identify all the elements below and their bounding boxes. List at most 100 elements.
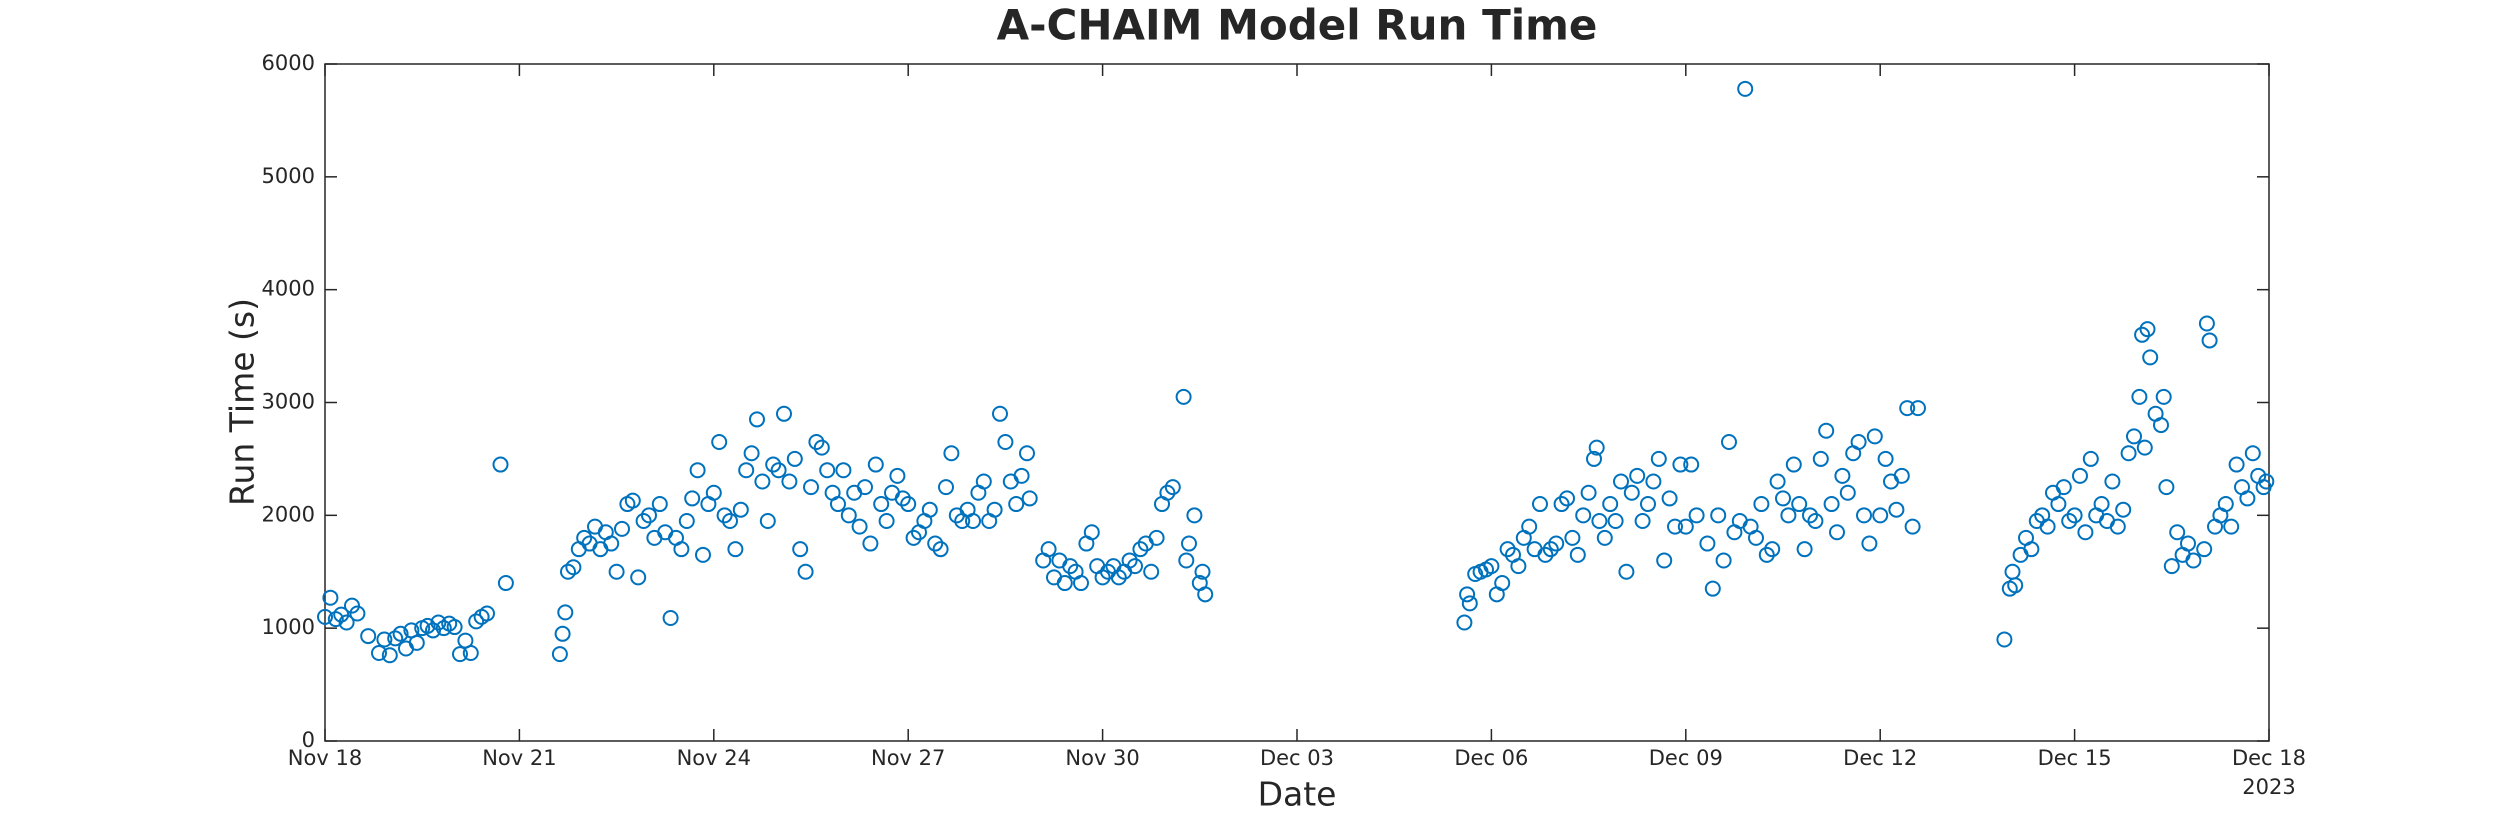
point (2077, 524, 2094, 541)
point (1186, 507, 1203, 524)
point (1575, 507, 1592, 524)
point (2131, 388, 2148, 405)
point (360, 628, 377, 645)
x-tick-label: Nov 30 (1065, 746, 1139, 770)
point (1715, 552, 1732, 569)
point (327, 611, 344, 628)
x-tick-label: Dec 15 (2038, 746, 2112, 770)
point (1677, 518, 1694, 535)
point (1148, 529, 1165, 546)
point (943, 445, 960, 462)
point (835, 462, 852, 479)
x-tick-label: Dec 18 (2232, 746, 2306, 770)
point (1623, 484, 1640, 501)
x-tick-label: Nov 18 (288, 746, 362, 770)
point (1569, 546, 1586, 563)
point (1021, 490, 1038, 507)
point (419, 617, 436, 634)
point (1510, 558, 1527, 575)
point (2223, 518, 2240, 535)
x-axis-label: Date (1258, 775, 1337, 814)
point (1748, 529, 1764, 546)
x-tick-label: Dec 06 (1454, 746, 1528, 770)
point (376, 631, 393, 648)
point (1861, 535, 1878, 552)
point (1083, 524, 1100, 541)
point (1667, 518, 1683, 535)
point (1483, 558, 1500, 575)
point (738, 462, 755, 479)
point (727, 541, 744, 558)
point (894, 490, 911, 507)
y-tick-label: 4000 (262, 277, 315, 301)
point (2072, 467, 2088, 484)
point (1802, 507, 1818, 524)
point (651, 496, 668, 513)
point (857, 479, 873, 496)
point (776, 405, 792, 422)
point (711, 433, 728, 450)
point (1721, 433, 1737, 450)
point (1893, 467, 1910, 484)
point (1737, 80, 1754, 97)
point (673, 541, 690, 558)
point (560, 563, 576, 580)
point (1040, 541, 1057, 558)
point (1013, 467, 1030, 484)
point (997, 433, 1014, 450)
point (1785, 456, 1802, 473)
point (333, 606, 350, 623)
point (2115, 501, 2132, 518)
point (1904, 518, 1921, 535)
point (349, 605, 366, 622)
point (2061, 512, 2078, 529)
point (1764, 541, 1781, 558)
point (1661, 490, 1678, 507)
point (878, 512, 895, 529)
point (1542, 541, 1559, 558)
point (435, 620, 452, 637)
point (705, 484, 722, 501)
point (1866, 428, 1883, 445)
point (322, 589, 339, 606)
point (2139, 321, 2156, 338)
point (2066, 507, 2083, 524)
point (462, 644, 479, 661)
point (765, 456, 782, 473)
point (1019, 445, 1035, 462)
point (452, 646, 468, 663)
point (1910, 400, 1926, 417)
point (1008, 496, 1025, 513)
point (1796, 541, 1813, 558)
point (743, 445, 760, 462)
point (371, 644, 387, 661)
point (2050, 496, 2067, 513)
point (344, 597, 360, 614)
point (2163, 558, 2180, 575)
point (2217, 496, 2234, 513)
point (1872, 507, 1889, 524)
chart-title: A-CHAIM Model Run Time (997, 1, 1598, 50)
point (317, 608, 333, 625)
point (2039, 518, 2056, 535)
point (1094, 569, 1111, 586)
point (1629, 467, 1646, 484)
point (813, 439, 830, 456)
point (803, 479, 819, 496)
point (1888, 501, 1905, 518)
point (1834, 467, 1851, 484)
point (2201, 332, 2218, 349)
point (770, 462, 787, 479)
point (1607, 512, 1624, 529)
point (1699, 535, 1716, 552)
point (2136, 439, 2153, 456)
point (2155, 388, 2172, 405)
point (2093, 496, 2110, 513)
point (1553, 496, 1570, 513)
point (1602, 496, 1619, 513)
point (1753, 496, 1770, 513)
x-tick-label: Nov 27 (871, 746, 945, 770)
point (1710, 507, 1727, 524)
x-tick-label: Nov 24 (677, 746, 751, 770)
